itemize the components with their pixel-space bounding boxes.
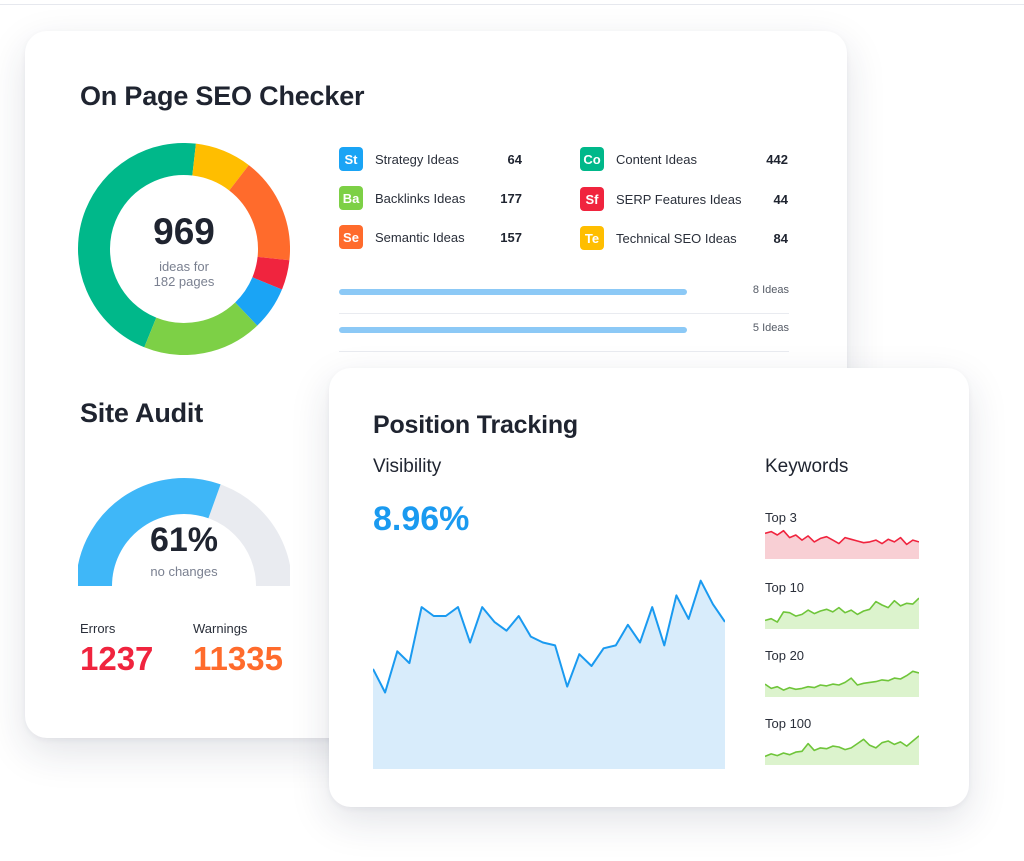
idea-count: 157 — [500, 230, 522, 245]
visibility-label: Visibility — [373, 456, 442, 477]
site-audit-score: 61% — [149, 521, 219, 559]
idea-label: Technical SEO Ideas — [616, 230, 737, 246]
sparkline-area — [765, 598, 919, 629]
idea-count: 84 — [773, 231, 788, 246]
backlinks-badge-icon: Ba — [339, 186, 363, 210]
progress-bar — [339, 327, 687, 333]
idea-label: Backlinks Ideas — [375, 190, 466, 206]
idea-backlinks[interactable]: Ba Backlinks Ideas — [339, 186, 465, 210]
idea-count: 64 — [507, 152, 522, 167]
site-audit-title: Site Audit — [80, 398, 203, 428]
idea-label: Semantic Ideas — [375, 229, 465, 245]
progress-label: 5 Ideas — [752, 322, 789, 334]
idea-count: 44 — [773, 192, 788, 207]
idea-technical-seo[interactable]: Te Technical SEO Ideas — [580, 226, 737, 250]
idea-count: 177 — [500, 191, 522, 206]
progress-row[interactable]: 8 Ideas — [339, 277, 789, 314]
idea-content[interactable]: Co Content Ideas — [580, 147, 697, 171]
strategy-badge-icon: St — [339, 147, 363, 171]
keyword-top20-sparkline — [765, 670, 919, 697]
keyword-top10-sparkline — [765, 597, 919, 629]
sparkline-area — [765, 735, 919, 765]
keyword-top100-label: Top 100 — [765, 716, 812, 731]
idea-label: Strategy Ideas — [375, 151, 459, 167]
content-badge-icon: Co — [580, 147, 604, 171]
donut-segment-serp-features — [78, 143, 290, 355]
keywords-label: Keywords — [765, 456, 849, 477]
sparkline-area — [765, 530, 919, 559]
ideas-total-caption: ideas for 182 pages — [78, 259, 290, 289]
progress-bar — [339, 289, 687, 295]
sparkline-line — [765, 670, 919, 691]
ideas-donut-chart — [78, 143, 290, 355]
keyword-top10-label: Top 10 — [765, 580, 805, 595]
position-tracking-card: Position Tracking Visibility 8.96% Keywo… — [329, 368, 969, 807]
keyword-top3-sparkline — [765, 529, 919, 559]
errors-value: 1237 — [80, 640, 154, 677]
warnings-label: Warnings — [193, 621, 248, 636]
errors-label: Errors — [80, 621, 116, 636]
ideas-total: 969 — [153, 211, 215, 252]
visibility-area-chart — [373, 579, 725, 769]
site-audit-gauge — [78, 478, 290, 586]
progress-label: 8 Ideas — [752, 284, 789, 296]
visibility-area — [373, 580, 725, 769]
ideas-caption-line1: ideas for — [159, 259, 209, 274]
idea-serp-features[interactable]: Sf SERP Features Ideas — [580, 187, 742, 211]
donut-segment-content — [78, 143, 290, 355]
keyword-top3-label: Top 3 — [765, 510, 797, 525]
seo-checker-title: On Page SEO Checker — [80, 81, 365, 111]
sparkline-line — [765, 735, 919, 758]
top-divider — [0, 4, 1024, 5]
ideas-caption-line2: 182 pages — [153, 274, 215, 289]
visibility-value: 8.96% — [373, 500, 470, 538]
warnings-value: 11335 — [193, 640, 283, 677]
keyword-top20-label: Top 20 — [765, 648, 805, 663]
semantic-badge-icon: Se — [339, 225, 363, 249]
keyword-top100-sparkline — [765, 735, 919, 765]
idea-strategy[interactable]: St Strategy Ideas — [339, 147, 459, 171]
idea-count: 442 — [766, 152, 788, 167]
visibility-line — [373, 579, 725, 694]
gauge-fill — [78, 478, 221, 586]
donut-segment-technical-seo — [78, 143, 290, 355]
progress-row[interactable]: 5 Ideas — [339, 315, 789, 352]
serp-features-badge-icon: Sf — [580, 187, 604, 211]
sparkline-line — [765, 529, 919, 546]
technical-seo-badge-icon: Te — [580, 226, 604, 250]
idea-label: Content Ideas — [616, 151, 697, 167]
idea-label: SERP Features Ideas — [616, 191, 742, 207]
position-tracking-title: Position Tracking — [373, 411, 578, 439]
idea-semantic[interactable]: Se Semantic Ideas — [339, 225, 465, 249]
site-audit-score-caption: no changes — [150, 564, 218, 579]
sparkline-line — [765, 597, 919, 623]
